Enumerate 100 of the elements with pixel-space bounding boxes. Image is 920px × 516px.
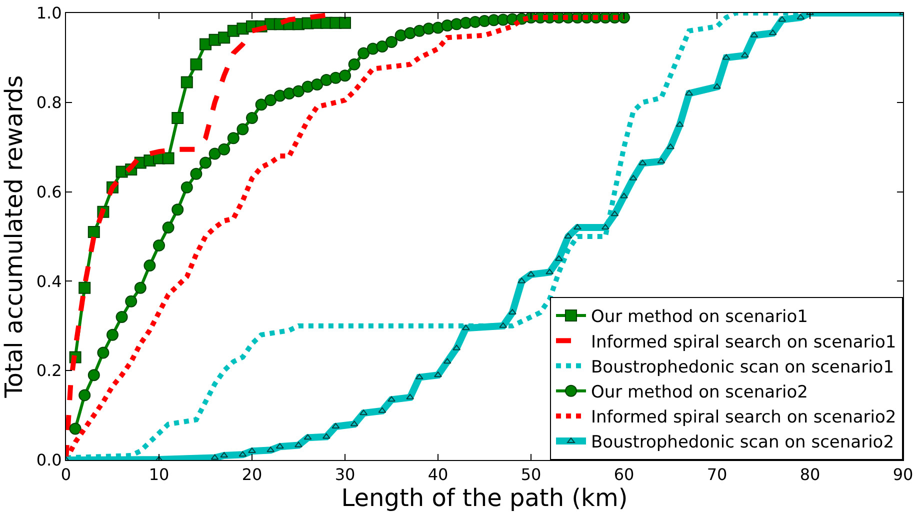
point — [125, 295, 138, 308]
point — [413, 24, 426, 37]
point — [88, 369, 100, 382]
legend-label: Informed spiral search on scenario1 — [591, 332, 896, 352]
x-tick-label: 60 — [614, 465, 634, 484]
point — [406, 394, 414, 400]
x-tick-label: 90 — [892, 465, 914, 484]
point — [574, 224, 582, 230]
point — [685, 90, 694, 96]
point — [330, 72, 342, 84]
point — [378, 407, 386, 413]
point — [722, 54, 730, 60]
legend-label: Informed spiral search on scenario2 — [591, 408, 896, 428]
y-tick-label: 0.4 — [36, 272, 62, 291]
point — [676, 121, 684, 127]
point — [248, 448, 256, 454]
point — [618, 13, 630, 24]
point — [546, 268, 554, 274]
point — [750, 32, 758, 38]
point — [238, 451, 247, 457]
point — [304, 434, 312, 440]
point — [255, 98, 268, 111]
point — [358, 47, 370, 60]
point — [88, 226, 100, 238]
point — [666, 144, 674, 150]
point — [360, 410, 368, 416]
x-tick-label: 0 — [60, 465, 72, 484]
point — [134, 282, 146, 294]
y-axis-title: Total accumulated rewards — [0, 75, 28, 399]
point — [796, 14, 805, 20]
point — [162, 152, 174, 164]
point — [218, 143, 230, 156]
point — [264, 94, 277, 106]
point — [153, 239, 165, 252]
legend-label: Our method on scenario1 — [591, 307, 808, 328]
point — [629, 174, 638, 180]
legend-label: Boustrophedonic scan on scenario1 — [591, 357, 894, 378]
point — [740, 52, 749, 58]
point — [508, 308, 516, 314]
point — [106, 328, 118, 341]
point — [376, 40, 388, 53]
point — [220, 452, 228, 458]
legend-label: Our method on scenario2 — [591, 382, 808, 402]
point — [657, 158, 666, 164]
x-tick-label: 70 — [706, 465, 728, 484]
point — [601, 224, 610, 230]
point — [218, 32, 230, 44]
point — [339, 16, 351, 29]
point — [69, 422, 82, 435]
legend-label: Boustrophedonic scan on scenario2 — [591, 432, 894, 453]
point — [388, 396, 396, 402]
point — [180, 76, 193, 88]
point — [443, 358, 452, 364]
y-tick-label: 0.2 — [36, 361, 62, 380]
point — [554, 255, 563, 261]
point — [350, 420, 358, 426]
point — [638, 160, 647, 166]
point — [415, 374, 424, 380]
y-tick-label: 0.0 — [36, 450, 62, 470]
point — [97, 346, 110, 359]
point — [462, 324, 470, 330]
point — [190, 168, 202, 180]
point — [116, 310, 128, 323]
point — [180, 181, 193, 194]
point — [200, 156, 212, 169]
point — [246, 112, 258, 124]
point — [274, 90, 286, 102]
point — [394, 29, 407, 42]
y-tick-label: 0.8 — [36, 93, 62, 112]
point — [320, 74, 332, 86]
x-tick-label: 30 — [334, 465, 356, 484]
point — [339, 70, 351, 82]
point — [172, 112, 184, 124]
point — [404, 27, 416, 40]
x-tick-label: 10 — [148, 465, 170, 484]
x-tick-label: 80 — [800, 465, 820, 484]
x-tick-label: 20 — [242, 465, 262, 484]
point — [162, 222, 174, 234]
x-axis-title: Length of the path (km) — [341, 484, 628, 512]
point — [276, 443, 284, 449]
point — [610, 210, 619, 216]
point — [210, 454, 219, 460]
point — [778, 16, 786, 22]
point — [227, 132, 240, 144]
point — [366, 42, 379, 55]
point — [332, 422, 340, 428]
point — [432, 22, 444, 34]
x-tick-label: 40 — [428, 465, 448, 484]
point — [172, 204, 184, 216]
point — [283, 87, 296, 100]
point — [768, 30, 777, 36]
point — [713, 83, 721, 89]
point — [434, 372, 442, 378]
point — [78, 282, 91, 294]
point — [452, 344, 461, 350]
y-tick-label: 1.0 — [36, 4, 62, 23]
point — [266, 446, 275, 452]
x-tick-label: 50 — [520, 465, 542, 484]
point — [294, 442, 302, 448]
point — [236, 123, 249, 136]
